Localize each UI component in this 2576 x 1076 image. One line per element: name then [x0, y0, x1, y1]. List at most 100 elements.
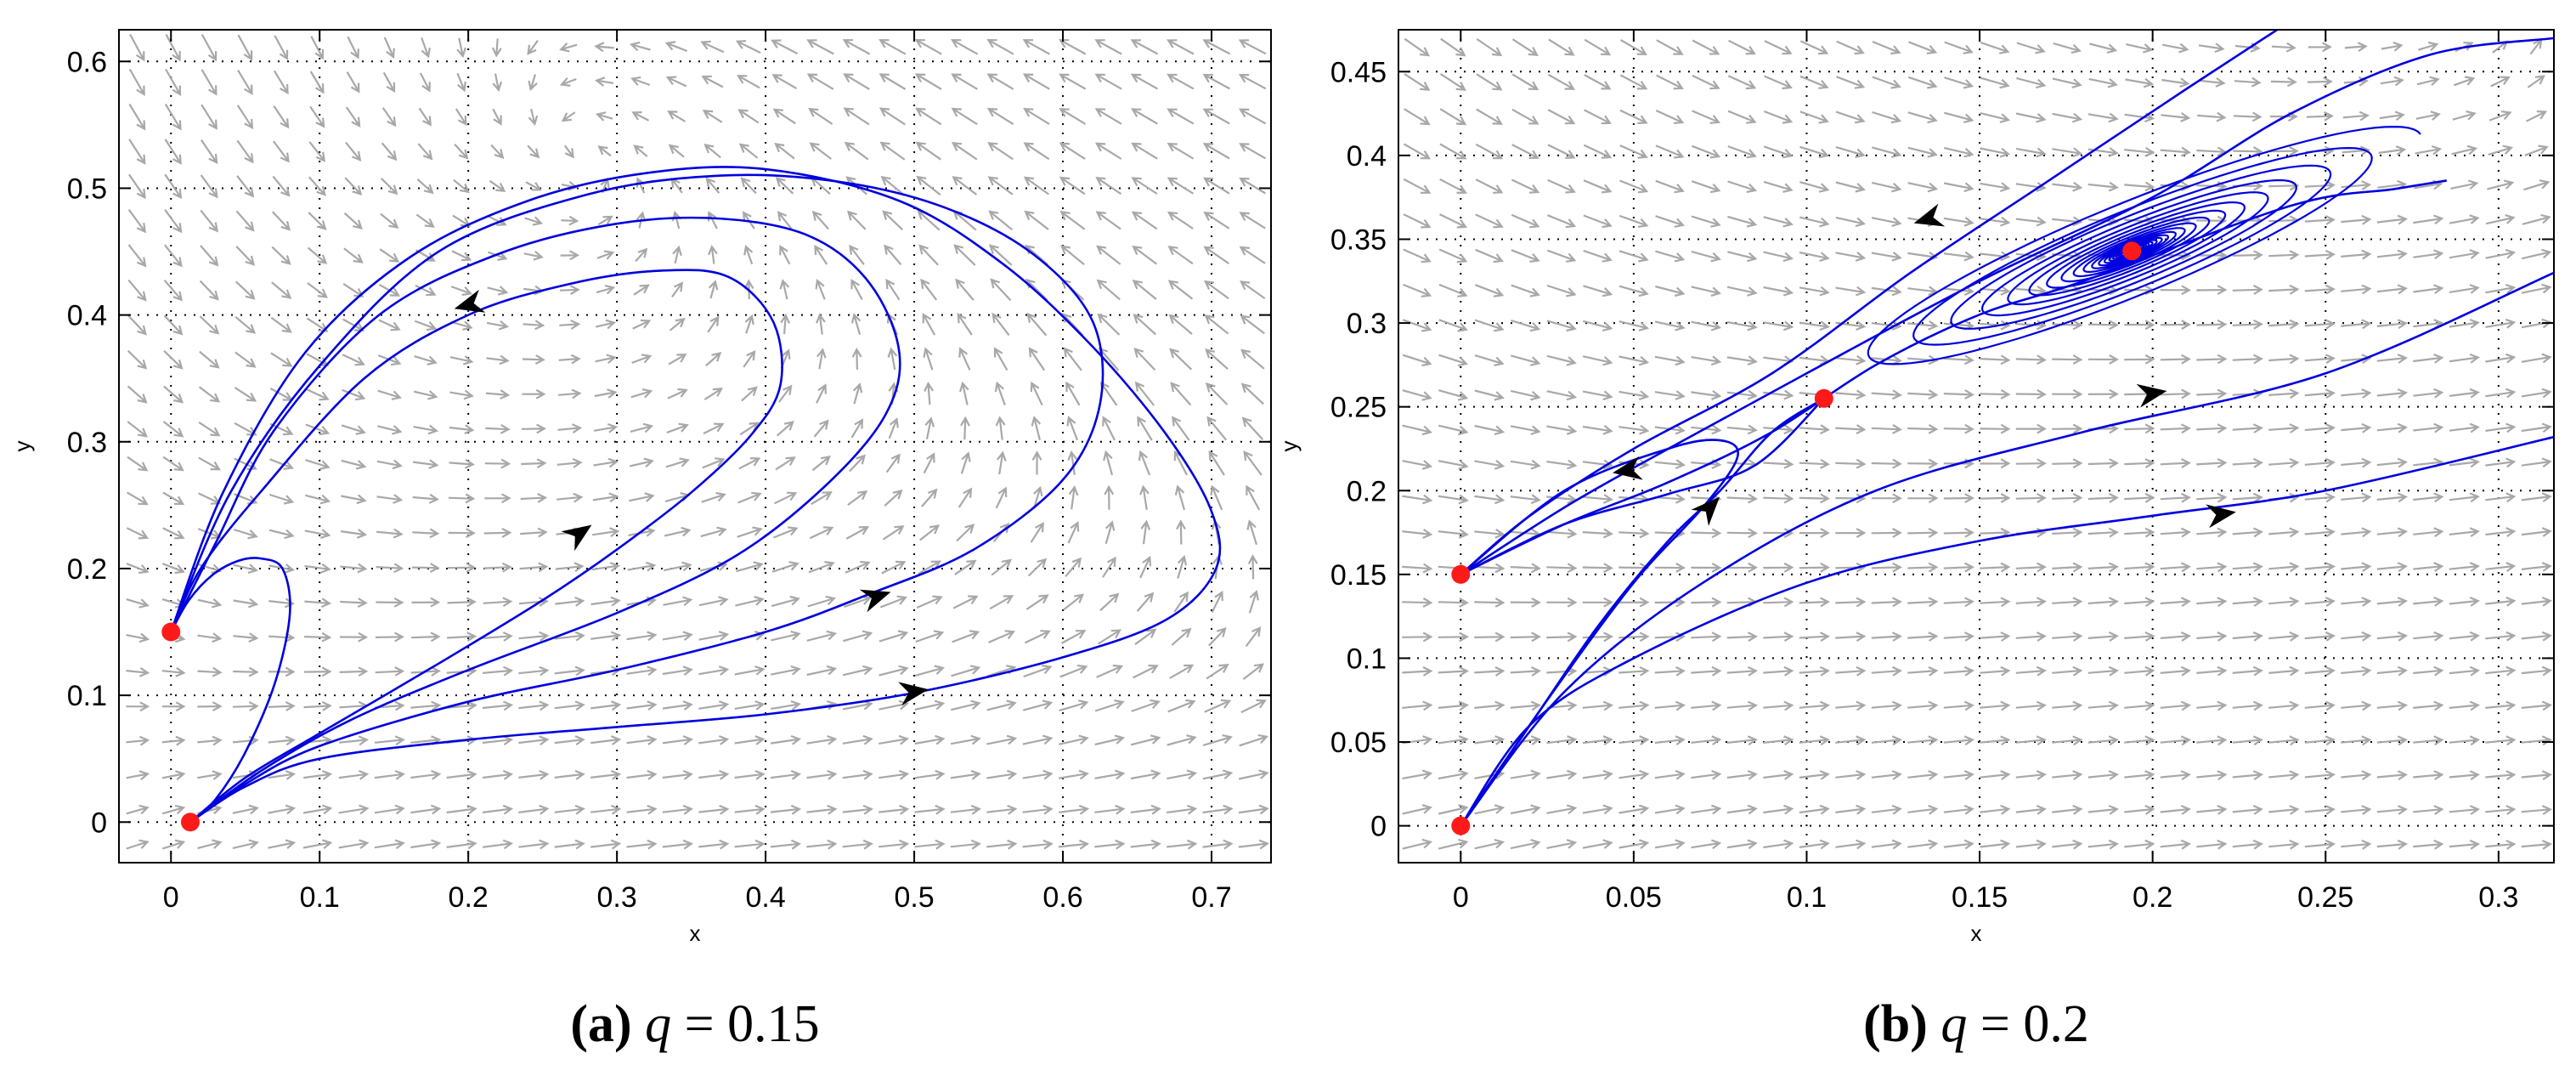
field-arrow [1618, 179, 1649, 194]
field-arrow [2124, 423, 2155, 434]
field-arrow [1763, 769, 1794, 780]
trajectory-1 [170, 557, 291, 824]
field-arrow [1799, 458, 1830, 469]
field-arrow [1871, 562, 1902, 573]
field-arrow [2342, 110, 2370, 122]
x-tick-label: 0.25 [2297, 881, 2353, 914]
field-arrow [1438, 319, 1468, 332]
field-arrow [2449, 422, 2480, 433]
field-arrow [708, 245, 718, 264]
field-arrow [1438, 248, 1468, 263]
field-arrow [1403, 178, 1432, 194]
field-arrow [1133, 664, 1159, 679]
field-arrow [2413, 665, 2444, 677]
field-arrow [382, 71, 396, 93]
field-arrow [1202, 108, 1230, 125]
field-arrow [201, 69, 217, 96]
field-arrow [1582, 769, 1613, 780]
field-arrow [413, 390, 438, 400]
field-arrow [2124, 770, 2155, 781]
field-arrow [879, 595, 907, 609]
field-arrow [234, 351, 257, 368]
field-arrow [412, 493, 439, 504]
field-arrow [1871, 839, 1902, 850]
field-arrow [988, 244, 1013, 266]
field-arrow [590, 596, 621, 607]
field-arrow [630, 76, 651, 87]
field-arrow [342, 282, 364, 297]
field-arrow [2232, 492, 2263, 503]
field-arrow [2450, 179, 2479, 190]
field-arrow [878, 39, 907, 55]
field-arrow [164, 173, 183, 200]
field-arrow [1835, 700, 1867, 711]
field-arrow [1871, 458, 1902, 469]
y-tick-label: 0.1 [1347, 643, 1387, 675]
field-arrow [1239, 212, 1266, 229]
field-arrow [1546, 354, 1577, 366]
field-arrow [161, 666, 186, 677]
field-arrow [2087, 597, 2119, 608]
field-arrow [199, 315, 220, 335]
field-arrow [2449, 839, 2480, 850]
field-arrow [808, 561, 835, 574]
field-arrow [1131, 142, 1158, 160]
field-arrow [2304, 180, 2336, 191]
field-arrow [2304, 562, 2336, 573]
field-arrow [235, 210, 255, 232]
field-arrow [126, 598, 150, 609]
field-arrow [950, 769, 981, 780]
field-arrow [1059, 211, 1086, 230]
field-arrow [2160, 631, 2191, 642]
field-arrow [815, 278, 826, 300]
field-arrow [416, 178, 434, 195]
field-arrow [518, 665, 550, 677]
field-arrow [302, 839, 333, 849]
field-arrow [2413, 527, 2444, 538]
field-arrow [268, 529, 295, 540]
field-arrow [1245, 626, 1262, 648]
field-arrow [2485, 422, 2517, 433]
field-arrow [662, 839, 693, 850]
field-arrow [1094, 734, 1126, 746]
field-arrow [1691, 390, 1722, 400]
field-arrow [590, 631, 622, 642]
field-arrow [1835, 252, 1867, 262]
field-arrow [305, 494, 331, 505]
field-arrow [1691, 320, 1722, 331]
field-arrow [410, 700, 442, 711]
field-arrow [988, 630, 1015, 643]
field-arrow [626, 839, 658, 850]
field-arrow [2378, 145, 2407, 156]
field-arrow [951, 665, 981, 677]
field-arrow [449, 424, 475, 435]
field-arrow [308, 141, 326, 162]
field-arrow [1103, 450, 1114, 476]
field-arrow [2268, 388, 2300, 399]
field-arrow [1177, 554, 1188, 579]
field-arrow [2087, 839, 2119, 850]
field-arrow [771, 665, 801, 676]
field-arrow [200, 174, 218, 199]
field-arrow [1238, 74, 1267, 90]
field-arrow [1980, 527, 2011, 538]
field-arrow [1907, 146, 1938, 158]
field-arrow [303, 770, 333, 780]
field-arrow [2521, 388, 2552, 399]
trajectory-4 [170, 173, 1104, 824]
field-arrow [1167, 280, 1194, 300]
field-arrow [2015, 354, 2047, 365]
field-arrow [2124, 458, 2155, 468]
field-arrow [667, 110, 686, 122]
field-arrow [1131, 108, 1158, 125]
field-arrow [1140, 519, 1151, 545]
field-arrow [2341, 214, 2372, 225]
field-arrow [1691, 597, 1722, 608]
field-arrow [233, 528, 258, 540]
field-arrow [1239, 733, 1269, 747]
field-arrow [2196, 423, 2228, 434]
field-arrow [1943, 804, 1974, 815]
field-arrow [447, 562, 477, 573]
field-arrow [878, 804, 910, 815]
field-arrow [127, 349, 148, 370]
